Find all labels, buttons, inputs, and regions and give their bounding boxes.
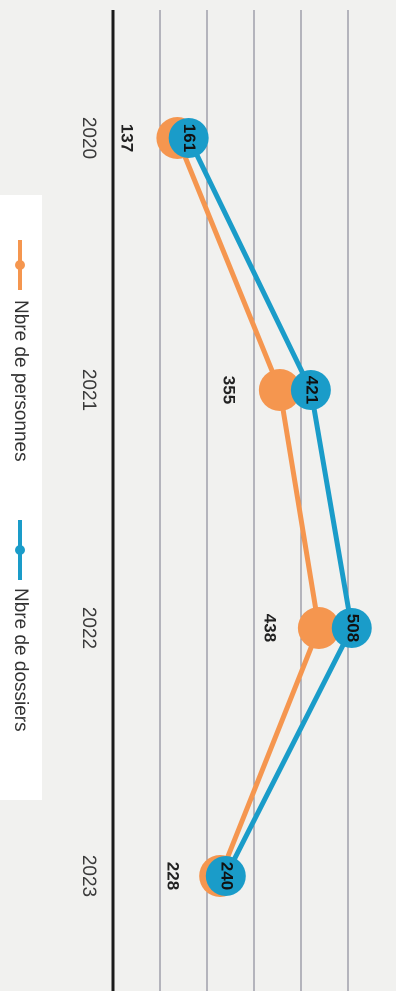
series-lines <box>174 135 355 879</box>
legend-background <box>0 195 42 800</box>
category-label-2023: 2023 <box>78 855 99 897</box>
series-line-personnes <box>174 135 322 879</box>
legend-label-dossiers: Nbre de dossiers <box>10 588 31 732</box>
series-line-dossiers <box>186 135 355 879</box>
marker-dossiers-2023 <box>205 856 246 896</box>
data-label-dossiers-2021: 421 <box>302 376 321 404</box>
category-ticks: 2020 2021 2022 2023 <box>78 117 99 897</box>
category-label-2022: 2022 <box>78 607 99 649</box>
data-label-dossiers-2020: 161 <box>180 124 199 152</box>
category-label-2020: 2020 <box>78 117 99 159</box>
marker-personnes-2021 <box>258 369 301 411</box>
category-label-2021: 2021 <box>78 369 99 411</box>
marker-dossiers-2022 <box>331 608 372 648</box>
data-label-personnes-2021: 355 <box>219 376 238 404</box>
marker-dossiers-2020 <box>168 118 209 158</box>
data-label-dossiers-2022: 508 <box>343 614 362 642</box>
marker-dossiers-2021 <box>290 370 331 410</box>
data-label-personnes-2022: 438 <box>260 614 279 642</box>
legend-swatch-marker-dossiers <box>15 545 25 555</box>
data-markers: 137 355 438 228 161 421 508 240 <box>118 117 372 897</box>
data-label-personnes-2020: 137 <box>118 124 137 152</box>
legend-label-personnes: Nbre de personnes <box>10 300 31 462</box>
legend-swatch-marker-personnes <box>15 260 25 270</box>
marker-personnes-2022 <box>297 607 340 649</box>
legend: Nbre de personnes Nbre de dossiers <box>10 240 31 732</box>
data-label-dossiers-2023: 240 <box>217 862 236 890</box>
data-label-personnes-2023: 228 <box>164 862 183 890</box>
